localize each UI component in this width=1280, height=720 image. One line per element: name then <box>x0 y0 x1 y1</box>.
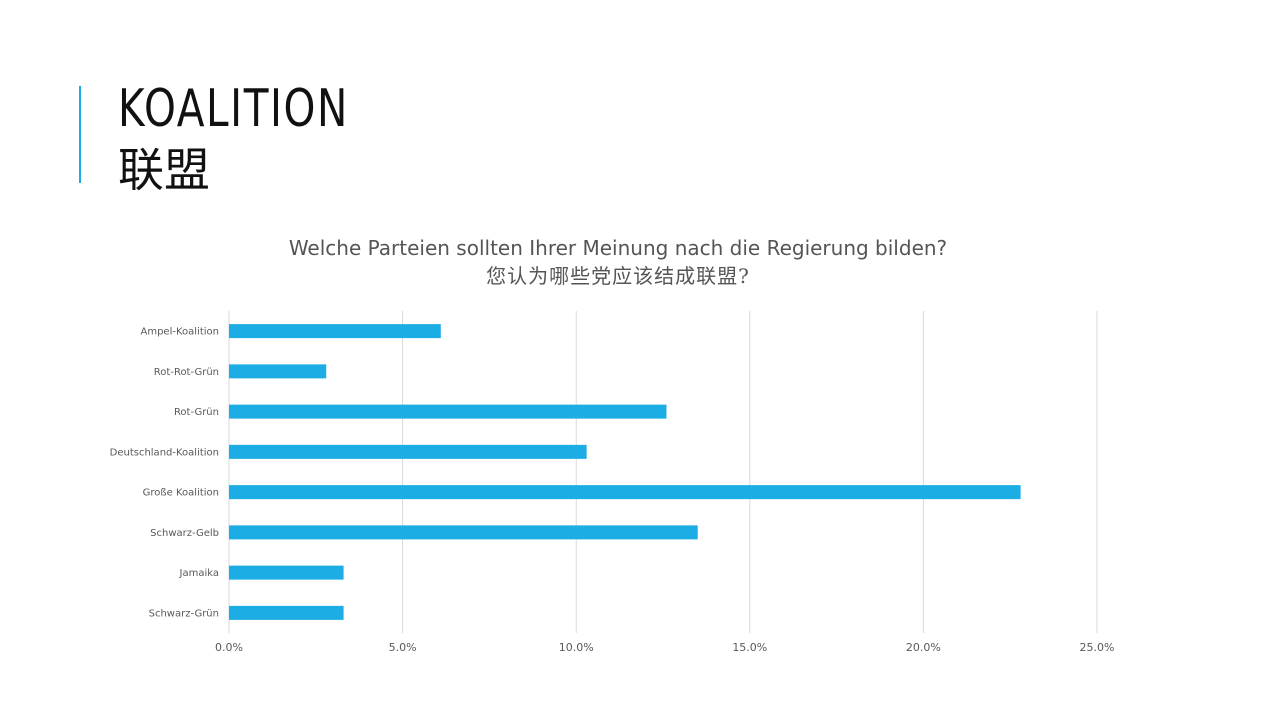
category-label: Schwarz-Gelb <box>150 528 219 539</box>
bar <box>229 525 698 540</box>
chart-title-block: Welche Parteien sollten Ihrer Meinung na… <box>0 234 1236 290</box>
x-tick-label: 0.0% <box>215 641 243 654</box>
x-tick-label: 5.0% <box>389 641 417 654</box>
x-tick-label: 25.0% <box>1080 641 1115 654</box>
title-accent-bar <box>79 86 81 183</box>
category-label: Schwarz-Grün <box>149 608 219 619</box>
chart-gridlines <box>228 311 1098 633</box>
bar <box>229 364 327 379</box>
slide-title: KOALITION <box>118 79 349 139</box>
category-label: Rot-Grün <box>174 407 219 418</box>
chart-title: Welche Parteien sollten Ihrer Meinung na… <box>288 236 948 260</box>
slide-subtitle: 联盟 <box>118 143 210 197</box>
category-label: Deutschland-Koalition <box>110 447 219 458</box>
bar <box>229 485 1021 500</box>
category-label: Jamaika <box>179 568 219 579</box>
bar <box>229 565 344 580</box>
category-label: Große Koalition <box>143 488 219 499</box>
bar <box>229 324 441 339</box>
chart-bars <box>229 324 1021 620</box>
bar <box>229 404 667 419</box>
bar <box>229 444 587 459</box>
chart-subtitle: 您认为哪些党应该结成联盟? <box>486 264 750 288</box>
x-tick-labels: 0.0% 5.0% 10.0% 15.0% 20.0% 25.0% <box>215 641 1114 654</box>
x-tick-label: 15.0% <box>732 641 767 654</box>
category-label: Rot-Rot-Grün <box>154 367 219 378</box>
bar <box>229 605 344 620</box>
category-labels: Ampel-Koalition Rot-Rot-Grün Rot-Grün Deuts… <box>110 327 219 620</box>
category-label: Ampel-Koalition <box>141 327 220 338</box>
x-tick-label: 20.0% <box>906 641 941 654</box>
x-tick-label: 10.0% <box>559 641 594 654</box>
